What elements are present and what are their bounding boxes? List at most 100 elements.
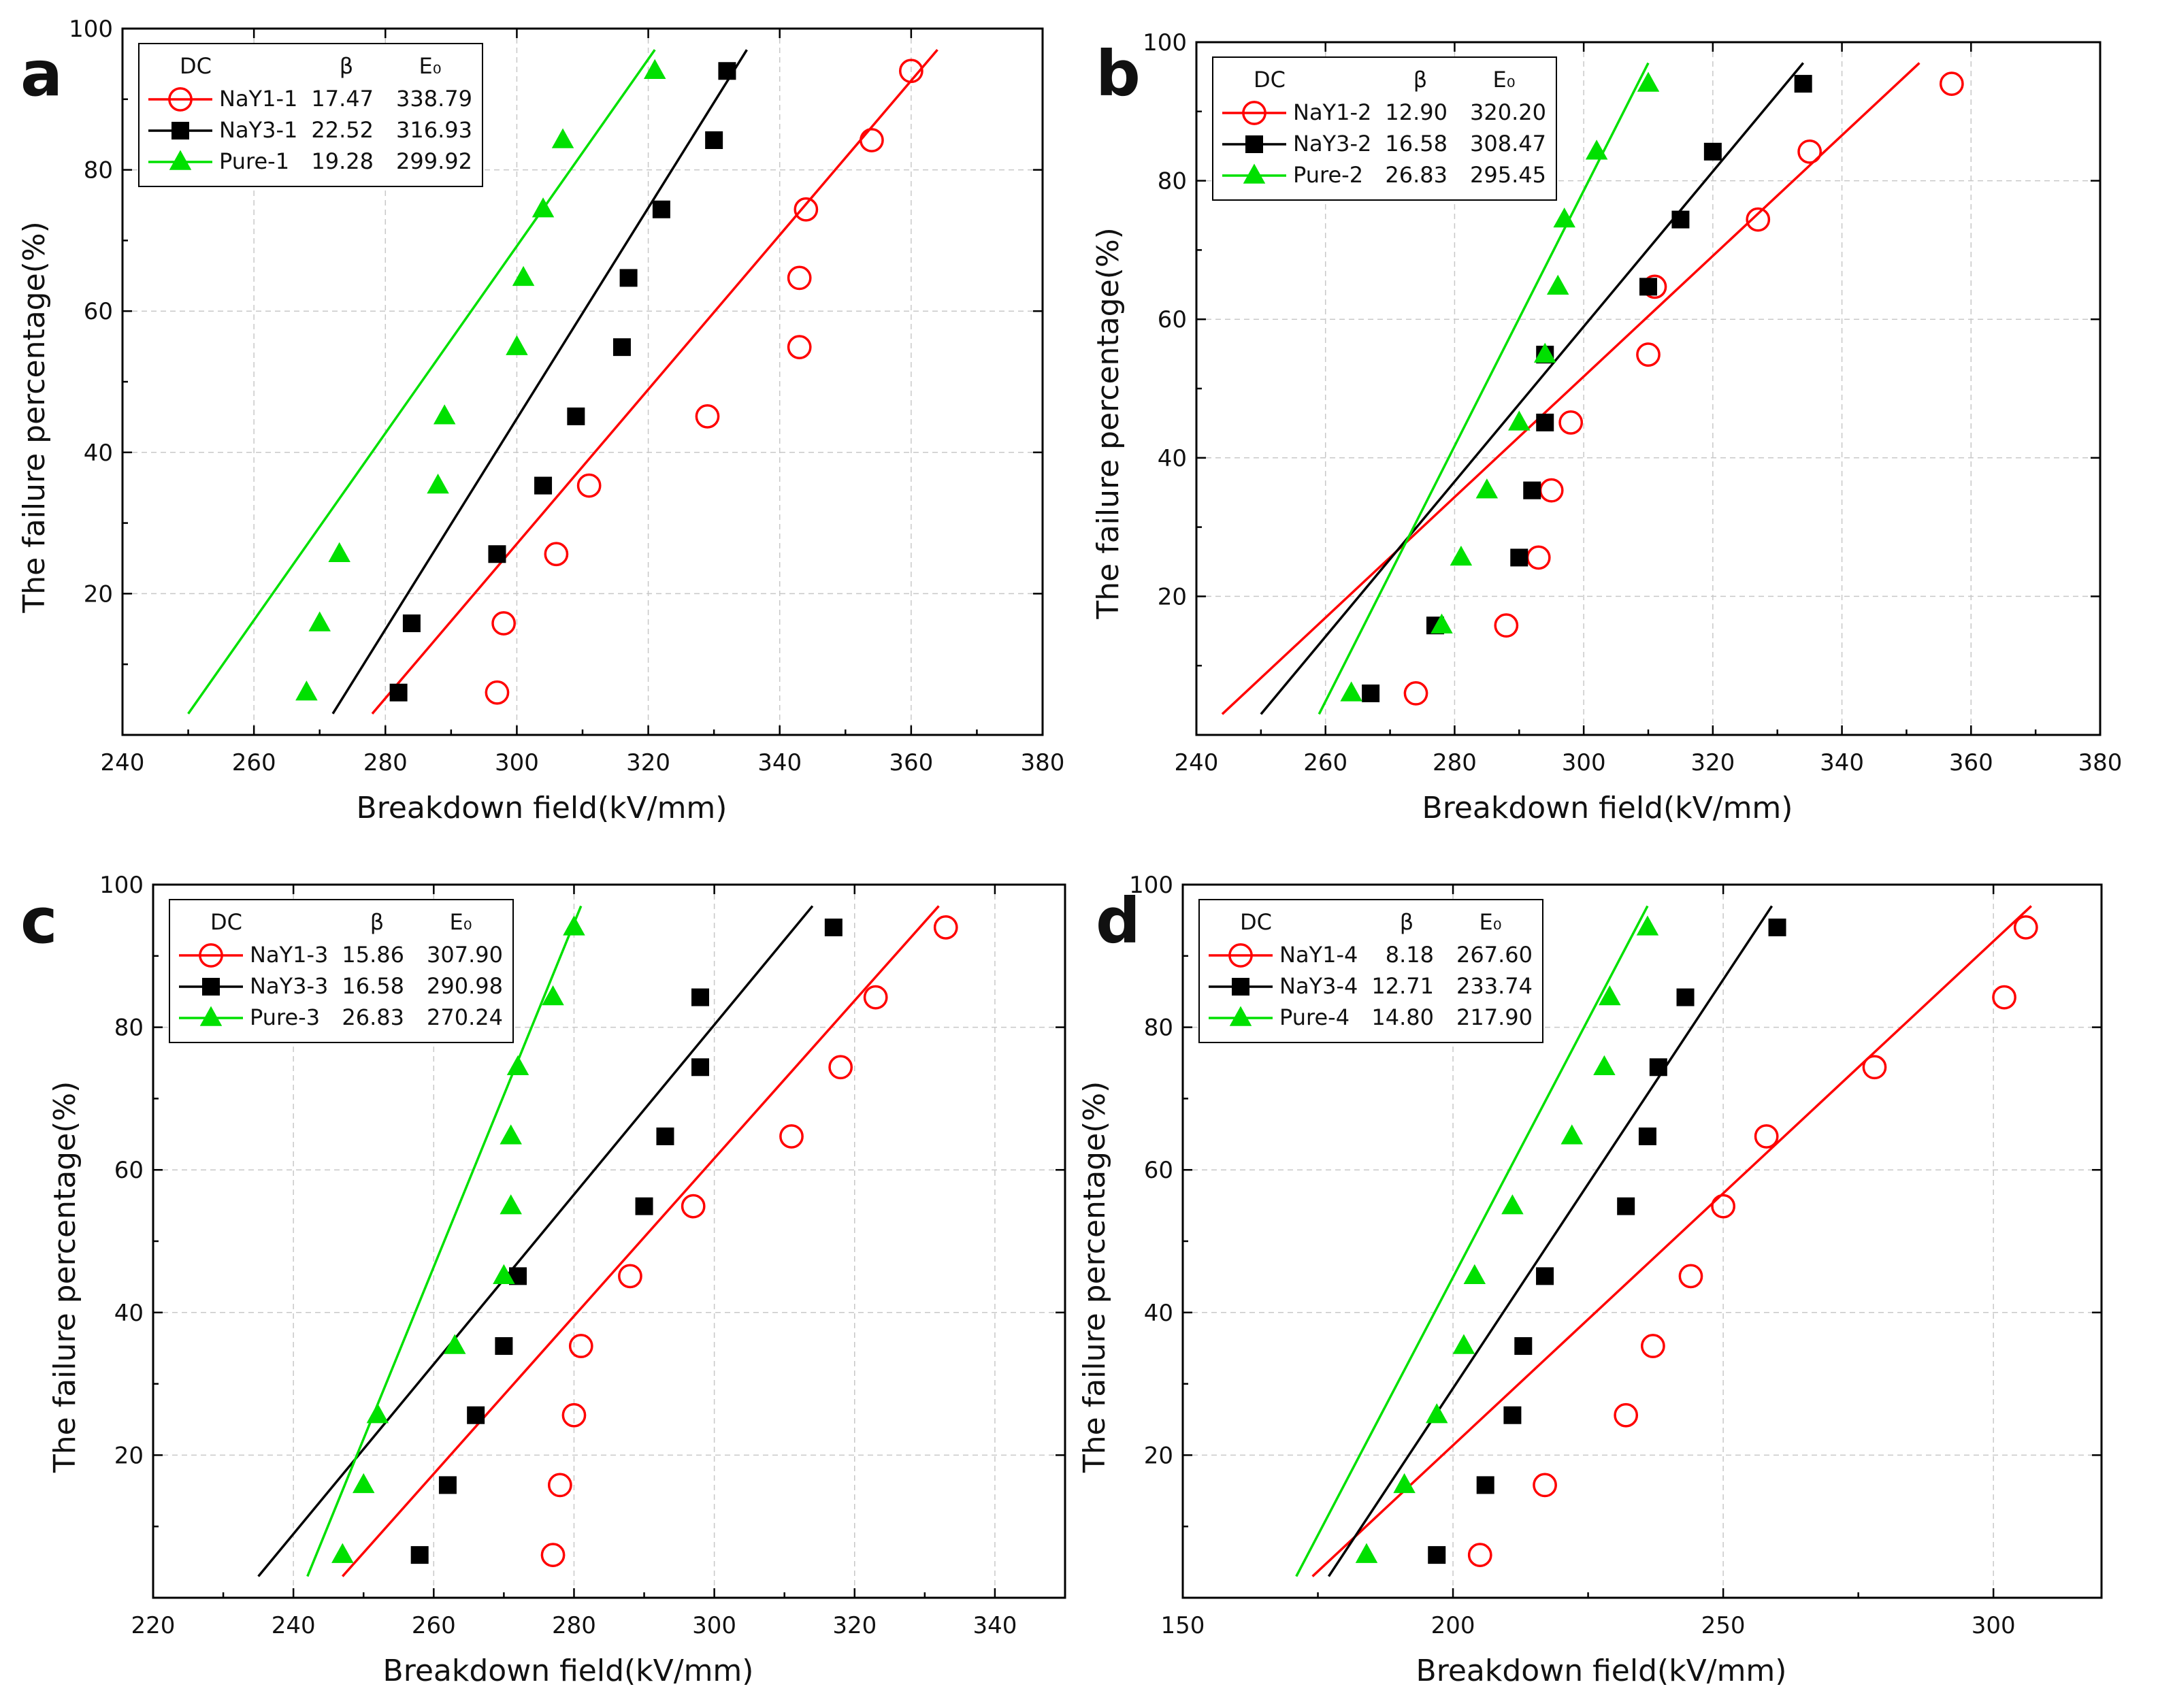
x-axis-title: Breakdown field(kV/mm) bbox=[1416, 1654, 1787, 1688]
x-tick-label: 320 bbox=[1690, 749, 1735, 776]
legend-e0: 295.45 bbox=[1470, 162, 1546, 188]
data-point bbox=[1558, 410, 1584, 435]
legend-beta: 26.83 bbox=[1385, 162, 1448, 188]
y-tick-label: 100 bbox=[1143, 29, 1187, 56]
data-point bbox=[433, 404, 456, 425]
y-tick-label: 80 bbox=[84, 157, 113, 184]
data-point bbox=[295, 680, 318, 701]
x-tick-label: 340 bbox=[757, 749, 802, 776]
data-point bbox=[328, 542, 350, 562]
data-point bbox=[427, 474, 449, 494]
data-point bbox=[618, 1264, 642, 1289]
data-point bbox=[563, 915, 585, 936]
legend-beta: 16.58 bbox=[1385, 131, 1448, 157]
y-tick-label: 60 bbox=[84, 298, 113, 325]
legend-beta: 22.52 bbox=[311, 117, 374, 143]
legend-e0: 299.92 bbox=[396, 148, 472, 174]
data-point bbox=[691, 1058, 709, 1077]
data-point bbox=[1746, 207, 1771, 232]
data-point bbox=[656, 1127, 674, 1145]
data-point bbox=[551, 128, 574, 148]
data-point bbox=[308, 611, 331, 631]
legend-label: NaY3-3 bbox=[250, 973, 328, 999]
fit-line bbox=[1295, 905, 1649, 1577]
data-point bbox=[1362, 684, 1380, 702]
legend-e0: 233.74 bbox=[1456, 973, 1533, 999]
data-point bbox=[402, 614, 421, 632]
data-point bbox=[652, 200, 670, 218]
y-tick-label: 60 bbox=[1158, 306, 1187, 333]
x-tick-label: 380 bbox=[2078, 749, 2123, 776]
legend-head-dc: DC bbox=[1254, 67, 1286, 93]
legend-entry-NaY3-4: NaY3-4 12.71 233.74 bbox=[1209, 973, 1533, 999]
data-point bbox=[1636, 342, 1661, 367]
data-point bbox=[898, 59, 923, 84]
legend-e0: 307.90 bbox=[427, 942, 503, 968]
data-point bbox=[718, 62, 736, 80]
data-point bbox=[1523, 481, 1541, 499]
legend-label: NaY1-4 bbox=[1279, 942, 1358, 968]
legend-head-beta: β bbox=[370, 909, 384, 935]
legend-entry-Pure-1: Pure-1 19.28 299.92 bbox=[148, 148, 472, 174]
x-axis-title: Breakdown field(kV/mm) bbox=[357, 791, 727, 825]
data-point bbox=[491, 611, 516, 636]
grid bbox=[153, 885, 1065, 1598]
x-tick-label: 300 bbox=[1972, 1612, 2016, 1639]
data-point bbox=[695, 404, 720, 429]
legend: DC β E₀ NaY1-2 12.90 320.20 NaY3-2 16.58 308.47 P… bbox=[1212, 56, 1557, 201]
chart-panel-b: b 240 260 280 300 320 340 360 380 20 40 60 80 100 Brea… bbox=[1091, 29, 2122, 825]
data-point bbox=[542, 985, 564, 1006]
y-tick-label: 100 bbox=[69, 16, 113, 43]
data-point bbox=[568, 1334, 593, 1358]
y-tick-label: 40 bbox=[1144, 1300, 1173, 1327]
series-NaY3-1 bbox=[331, 49, 748, 715]
fit-line bbox=[1221, 62, 1920, 715]
x-tick-label: 260 bbox=[232, 749, 276, 776]
legend-e0: 320.20 bbox=[1470, 99, 1546, 125]
data-point bbox=[1638, 1127, 1656, 1145]
data-point bbox=[443, 1334, 466, 1354]
data-point bbox=[1671, 210, 1690, 229]
legend-entry-NaY1-3: NaY1-3 15.86 307.90 bbox=[179, 942, 503, 968]
data-point bbox=[1794, 75, 1812, 93]
chart-panel-c: c 220 240 260 280 300 320 340 20 40 60 80 100 Breakdo… bbox=[20, 872, 1066, 1688]
data-point bbox=[495, 1337, 513, 1356]
legend-marker bbox=[1242, 101, 1266, 125]
legend-label: Pure-2 bbox=[1293, 162, 1363, 188]
data-point bbox=[2013, 915, 2038, 940]
data-point bbox=[467, 1406, 485, 1424]
data-point bbox=[506, 335, 528, 355]
data-point bbox=[1560, 1124, 1584, 1145]
legend: DC β E₀ NaY1-4 8.18 267.60 NaY3-4 12.71 233.74 Pu… bbox=[1198, 899, 1543, 1043]
series-NaY1-4 bbox=[1311, 905, 2038, 1577]
data-point bbox=[705, 131, 723, 150]
x-tick-label: 280 bbox=[552, 1612, 596, 1639]
legend-entry-NaY3-3: NaY3-3 16.58 290.98 bbox=[179, 973, 503, 999]
y-tick-label: 20 bbox=[1158, 583, 1187, 610]
data-point bbox=[1450, 545, 1473, 566]
data-point bbox=[1536, 413, 1554, 431]
x-tick-label: 300 bbox=[692, 1612, 736, 1639]
data-point bbox=[1431, 613, 1453, 634]
y-axis-title: The failure percentage(%) bbox=[48, 1081, 82, 1473]
legend-beta: 17.47 bbox=[311, 86, 374, 112]
data-point bbox=[1593, 1055, 1616, 1075]
legend-label: Pure-4 bbox=[1279, 1004, 1350, 1030]
legend-label: Pure-1 bbox=[219, 148, 289, 174]
legend-entry-Pure-4: Pure-4 14.80 217.90 bbox=[1209, 1004, 1533, 1030]
legend-marker bbox=[168, 87, 193, 112]
data-point bbox=[1641, 1334, 1665, 1358]
data-point bbox=[500, 1124, 522, 1145]
data-point bbox=[1467, 1543, 1492, 1567]
fit-line bbox=[1311, 905, 2032, 1577]
data-point bbox=[860, 128, 884, 152]
data-point bbox=[1355, 1543, 1378, 1563]
data-point bbox=[1992, 985, 2016, 1010]
legend-entry-NaY1-1: NaY1-1 17.47 338.79 bbox=[148, 86, 472, 112]
y-axis-title: The failure percentage(%) bbox=[1091, 227, 1126, 619]
data-point bbox=[1403, 681, 1428, 706]
legend-marker bbox=[202, 978, 220, 996]
data-point bbox=[612, 338, 631, 357]
data-point bbox=[1508, 410, 1531, 431]
fit-line bbox=[342, 905, 940, 1577]
